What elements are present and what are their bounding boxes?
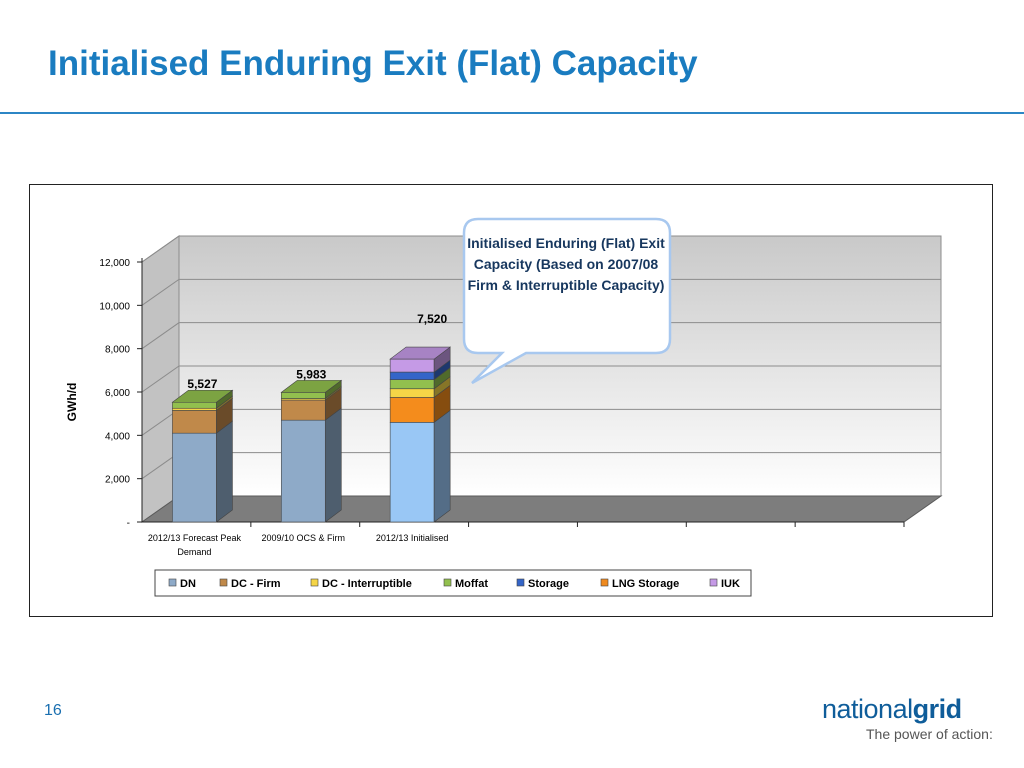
bar-segment (280, 392, 326, 399)
y-tick-label: 4,000 (105, 431, 130, 442)
bar-segment (389, 388, 435, 398)
gridline (141, 322, 941, 350)
bar-segment (389, 358, 435, 373)
y-axis-title: GWh/d (65, 383, 79, 422)
bar-segment (280, 399, 326, 421)
legend-swatch (219, 578, 228, 587)
callout-text: Initialised Enduring (Flat) Exit Capacit… (467, 235, 665, 293)
bar-total-label: 7,520 (417, 312, 447, 326)
legend-label: LNG Storage (612, 578, 679, 590)
y-tick-label: 2,000 (105, 475, 130, 486)
y-tick-label: 6,000 (105, 388, 130, 399)
chart-floor (140, 495, 943, 523)
logo-tagline: The power of action: (866, 726, 993, 742)
bar-segment (172, 407, 217, 411)
legend-swatch (709, 578, 718, 587)
bar-stack (280, 379, 343, 523)
bar-segment-side (433, 409, 451, 523)
bar-segment (389, 379, 435, 390)
legend-label: DC - Interruptible (322, 578, 412, 590)
gridline (141, 365, 941, 393)
legend-swatch (310, 578, 319, 587)
callout-bubble (462, 217, 672, 385)
y-tick-label: 8,000 (105, 345, 130, 356)
legend-swatch (443, 578, 452, 587)
y-tick-label: 10,000 (99, 301, 130, 312)
bar-top-cap (389, 346, 452, 360)
bar-total-label: 5,527 (187, 377, 217, 391)
slide-title: Initialised Enduring Exit (Flat) Capacit… (48, 44, 698, 83)
bar-segment (280, 419, 326, 523)
bar-top-cap (280, 380, 343, 393)
bar-segment-side (324, 407, 342, 523)
title-divider (0, 112, 1024, 114)
x-tick-label: 2012/13 Initialised (376, 533, 449, 543)
legend-label: Moffat (455, 578, 488, 590)
bar-segment (172, 401, 217, 409)
legend-swatch (516, 578, 525, 587)
y-tick-label: 12,000 (99, 258, 130, 269)
bar-stack (389, 346, 452, 523)
chart-legend: DN DC - Firm DC - Interruptible Moffat Stora… (154, 569, 752, 597)
bar-total-label: 5,983 (296, 367, 326, 381)
bar-stack (171, 389, 234, 523)
legend-swatch (168, 578, 177, 587)
bar-segment (172, 410, 217, 434)
bar-segment (389, 422, 435, 523)
bar-segment (389, 397, 435, 423)
bar-top-cap (171, 389, 234, 403)
y-tick-label: - (127, 518, 130, 529)
legend-label: Storage (528, 578, 569, 590)
page-number: 16 (44, 702, 62, 719)
legend-label: DC - Firm (231, 578, 281, 590)
gridline (141, 235, 941, 263)
nationalgrid-logo: nationalgrid (822, 694, 962, 725)
legend-label: IUK (721, 578, 740, 590)
legend-box (154, 569, 752, 597)
legend-swatch (600, 578, 609, 587)
logo-bold: grid (912, 694, 963, 724)
stacked-bar-chart: - 2,000 4,000 6,000 8,000 10,000 12,000 GWh/d 5,… (65, 217, 943, 597)
gridline (141, 278, 941, 306)
bar-segment (172, 432, 217, 523)
x-tick-label: Demand (177, 547, 211, 557)
bar-segment-side (216, 420, 233, 523)
chart-frame: - 2,000 4,000 6,000 8,000 10,000 12,000 GWh/d 5,… (29, 184, 993, 617)
logo-prefix: national (822, 694, 913, 724)
bar-segment (389, 371, 435, 380)
x-tick-label: 2012/13 Forecast Peak (148, 533, 242, 543)
legend-label: DN (180, 578, 196, 590)
x-tick-label: 2009/10 OCS & Firm (262, 533, 346, 543)
